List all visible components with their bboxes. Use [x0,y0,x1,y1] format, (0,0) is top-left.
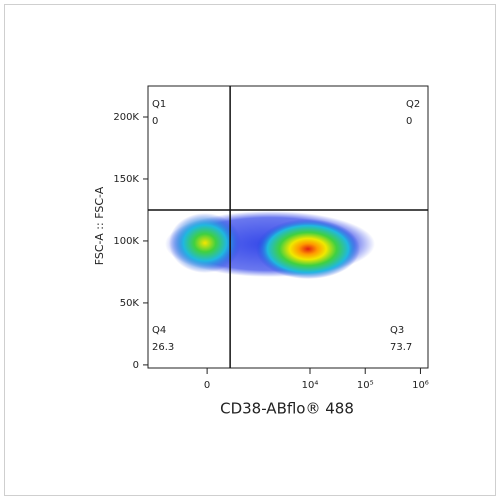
x-tick-label: 10⁴ [302,380,319,391]
density-clouds [165,211,375,279]
x-tick-label: 0 [204,380,210,391]
y-tick-label: 100K [113,236,139,247]
y-tick-label: 50K [120,298,140,309]
density-cloud [256,219,360,279]
quadrant-percent: 0 [152,116,158,127]
x-axis-label: CD38-ABflo® 488 [220,400,354,418]
y-axis-label: FSC-A :: FSC-A [93,186,106,265]
y-tick-label: 150K [113,174,139,185]
quadrant-percent: 73.7 [390,342,412,353]
quadrant-name: Q1 [152,99,166,110]
x-tick-label: 10⁵ [357,380,374,391]
y-tick-label: 200K [113,112,139,123]
quadrant-percent: 0 [406,116,412,127]
quadrant-name: Q2 [406,99,420,110]
quadrant-name: Q4 [152,325,166,336]
density-cloud [169,213,241,273]
quadrant-name: Q3 [390,325,404,336]
x-tick-label: 10⁶ [412,380,429,391]
y-tick-label: 0 [133,360,139,371]
plot-frame [147,85,429,369]
quadrant-percent: 26.3 [152,342,174,353]
